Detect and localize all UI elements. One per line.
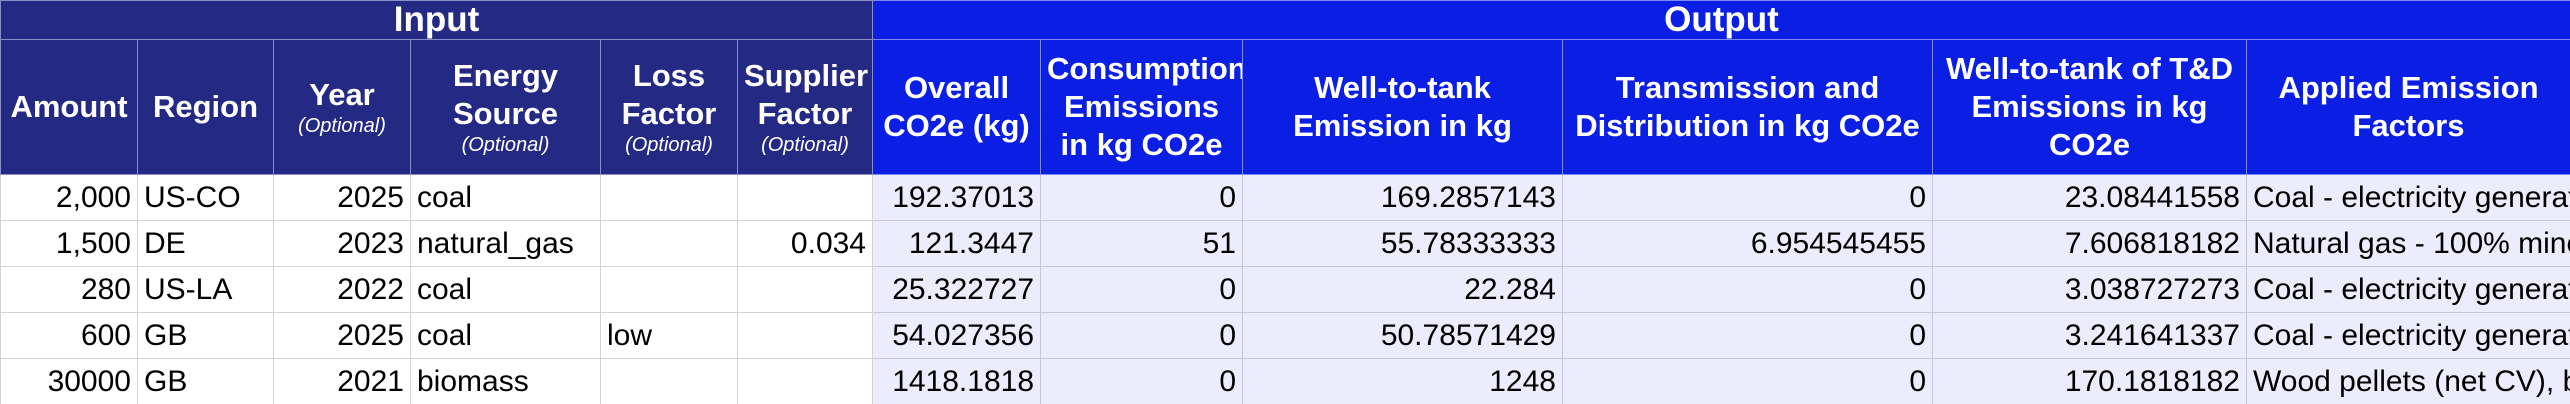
cell-year[interactable]: 2025 xyxy=(273,312,411,359)
column-header-row: Amount Region Year (Optional) Energy Sour… xyxy=(0,39,2570,175)
output-group-header[interactable]: Output xyxy=(872,0,2570,40)
cell-wtt[interactable]: 22.284 xyxy=(1242,266,1563,313)
cell-region[interactable]: GB xyxy=(137,358,274,404)
cell-overall[interactable]: 25.322727 xyxy=(872,266,1041,313)
header-loss-factor-optional: (Optional) xyxy=(625,134,713,156)
input-group-header[interactable]: Input xyxy=(0,0,873,40)
cell-td[interactable]: 0 xyxy=(1562,312,1933,359)
cell-supplier-factor[interactable] xyxy=(737,174,873,221)
cell-supplier-factor[interactable] xyxy=(737,266,873,313)
cell-region[interactable]: GB xyxy=(137,312,274,359)
group-header-row: Input Output xyxy=(0,0,2570,40)
cell-region[interactable]: US-LA xyxy=(137,266,274,313)
cell-wtt-td[interactable]: 23.08441558 xyxy=(1932,174,2247,221)
cell-overall[interactable]: 121.3447 xyxy=(872,220,1041,267)
cell-wtt[interactable]: 169.2857143 xyxy=(1242,174,1563,221)
header-energy-source-label: Energy Source xyxy=(452,58,559,131)
cell-energy-source[interactable]: coal xyxy=(410,312,601,359)
cell-amount[interactable]: 600 xyxy=(0,312,138,359)
cell-supplier-factor[interactable]: 0.034 xyxy=(737,220,873,267)
header-amount-label: Amount xyxy=(10,89,128,124)
header-overall[interactable]: Overall CO2e (kg) xyxy=(872,39,1041,175)
cell-consumption[interactable]: 51 xyxy=(1040,220,1243,267)
cell-wtt[interactable]: 55.78333333 xyxy=(1242,220,1563,267)
cell-loss-factor[interactable] xyxy=(600,266,738,313)
cell-energy-source[interactable]: natural_gas xyxy=(410,220,601,267)
cell-wtt-td[interactable]: 3.038727273 xyxy=(1932,266,2247,313)
cell-loss-factor[interactable]: low xyxy=(600,312,738,359)
cell-td[interactable]: 0 xyxy=(1562,174,1933,221)
cell-year[interactable]: 2022 xyxy=(273,266,411,313)
cell-td[interactable]: 0 xyxy=(1562,266,1933,313)
cell-wtt-td[interactable]: 3.241641337 xyxy=(1932,312,2247,359)
header-loss-factor[interactable]: Loss Factor (Optional) xyxy=(600,39,738,175)
table-row: 2,000 US-CO 2025 coal 192.37013 0 169.28… xyxy=(0,174,2570,221)
header-wtt[interactable]: Well-to-tank Emission in kg xyxy=(1242,39,1563,175)
cell-td[interactable]: 6.954545455 xyxy=(1562,220,1933,267)
cell-overall[interactable]: 1418.1818 xyxy=(872,358,1041,404)
cell-wtt[interactable]: 1248 xyxy=(1242,358,1563,404)
header-supplier-factor[interactable]: Supplier Factor (Optional) xyxy=(737,39,873,175)
cell-consumption[interactable]: 0 xyxy=(1040,358,1243,404)
cell-wtt[interactable]: 50.78571429 xyxy=(1242,312,1563,359)
cell-energy-source[interactable]: coal xyxy=(410,174,601,221)
cell-loss-factor[interactable] xyxy=(600,220,738,267)
cell-overall[interactable]: 54.027356 xyxy=(872,312,1041,359)
cell-consumption[interactable]: 0 xyxy=(1040,174,1243,221)
header-region[interactable]: Region xyxy=(137,39,274,175)
header-year-optional: (Optional) xyxy=(298,115,386,137)
cell-consumption[interactable]: 0 xyxy=(1040,266,1243,313)
cell-amount[interactable]: 2,000 xyxy=(0,174,138,221)
table-row: 1,500 DE 2023 natural_gas 0.034 121.3447… xyxy=(0,220,2570,267)
table-row: 30000 GB 2021 biomass 1418.1818 0 1248 0… xyxy=(0,358,2570,404)
cell-wtt-td[interactable]: 7.606818182 xyxy=(1932,220,2247,267)
header-year[interactable]: Year (Optional) xyxy=(273,39,411,175)
cell-region[interactable]: US-CO xyxy=(137,174,274,221)
cell-year[interactable]: 2023 xyxy=(273,220,411,267)
cell-year[interactable]: 2021 xyxy=(273,358,411,404)
cell-amount[interactable]: 280 xyxy=(0,266,138,313)
cell-amount[interactable]: 1,500 xyxy=(0,220,138,267)
header-td[interactable]: Transmission and Distribution in kg CO2e xyxy=(1562,39,1933,175)
cell-applied-factors[interactable]: Coal - electricity generation xyxy=(2246,312,2570,359)
header-amount[interactable]: Amount xyxy=(0,39,138,175)
header-wtt-td[interactable]: Well-to-tank of T&D Emissions in kg CO2e xyxy=(1932,39,2247,175)
cell-amount[interactable]: 30000 xyxy=(0,358,138,404)
cell-overall[interactable]: 192.37013 xyxy=(872,174,1041,221)
header-supplier-factor-optional: (Optional) xyxy=(761,134,849,156)
header-year-label: Year xyxy=(309,77,375,112)
header-supplier-factor-label: Supplier Factor xyxy=(744,58,869,131)
cell-supplier-factor[interactable] xyxy=(737,312,873,359)
cell-wtt-td[interactable]: 170.1818182 xyxy=(1932,358,2247,404)
cell-year[interactable]: 2025 xyxy=(273,174,411,221)
cell-applied-factors[interactable]: Wood pellets (net CV), biomass xyxy=(2246,358,2570,404)
cell-td[interactable]: 0 xyxy=(1562,358,1933,404)
cell-applied-factors[interactable]: Coal - electricity generation xyxy=(2246,266,2570,313)
header-applied-factors[interactable]: Applied Emission Factors xyxy=(2246,39,2570,175)
cell-supplier-factor[interactable] xyxy=(737,358,873,404)
cell-applied-factors[interactable]: Coal - electricity generation xyxy=(2246,174,2570,221)
cell-energy-source[interactable]: coal xyxy=(410,266,601,313)
cell-applied-factors[interactable]: Natural gas - 100% mineral blend xyxy=(2246,220,2570,267)
header-loss-factor-label: Loss Factor xyxy=(621,58,717,131)
cell-loss-factor[interactable] xyxy=(600,358,738,404)
table-row: 600 GB 2025 coal low 54.027356 0 50.7857… xyxy=(0,312,2570,359)
header-region-label: Region xyxy=(152,89,259,124)
header-energy-source-optional: (Optional) xyxy=(461,134,550,156)
table-row: 280 US-LA 2022 coal 25.322727 0 22.284 0… xyxy=(0,266,2570,313)
cell-loss-factor[interactable] xyxy=(600,174,738,221)
cell-energy-source[interactable]: biomass xyxy=(410,358,601,404)
header-consumption[interactable]: Consumption Emissions in kg CO2e xyxy=(1040,39,1243,175)
cell-consumption[interactable]: 0 xyxy=(1040,312,1243,359)
header-energy-source[interactable]: Energy Source (Optional) xyxy=(410,39,601,175)
cell-region[interactable]: DE xyxy=(137,220,274,267)
